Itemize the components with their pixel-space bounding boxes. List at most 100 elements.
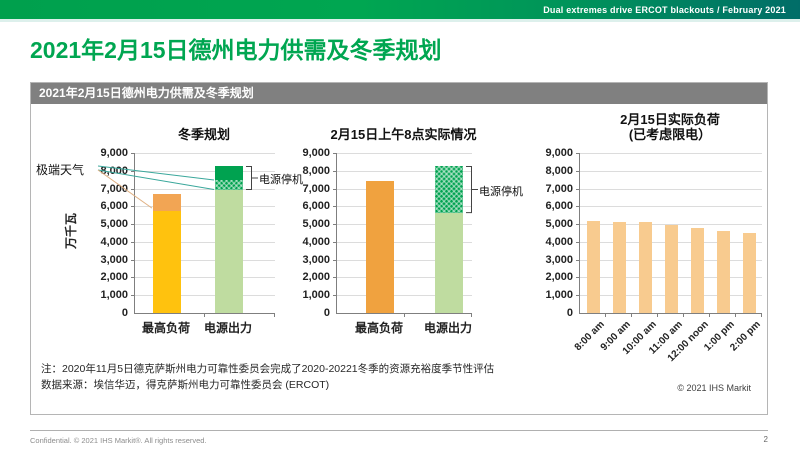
c1-y-tick xyxy=(131,170,135,172)
c1-bar-1-segment-0 xyxy=(215,190,243,313)
c3-y-tick xyxy=(576,188,580,190)
c3-x-tick xyxy=(683,313,684,317)
c1-chart-plot: 电源停机 xyxy=(131,153,303,317)
c3-y-tick-label: 8,000 xyxy=(545,164,573,177)
page-number: 2 xyxy=(763,435,768,444)
c2-x-category-label: 电源出力 xyxy=(423,321,472,335)
c3-chart-plot xyxy=(576,153,762,317)
c3-bar-3-segment-0 xyxy=(665,225,678,313)
c2-y-tick xyxy=(333,241,337,243)
c1-y-axis-label: 万千瓦 xyxy=(64,213,78,250)
c3-y-tick xyxy=(576,170,580,172)
c2-y-tick xyxy=(333,188,337,190)
c2-y-tick xyxy=(333,295,337,297)
top-banner: Dual extremes drive ERCOT blackouts / Fe… xyxy=(0,0,800,22)
c1-y-tick-label: 5,000 xyxy=(100,218,128,231)
c2-y-tick xyxy=(333,224,337,226)
c3-y-tick xyxy=(576,259,580,261)
c2-y-tick-label: 4,000 xyxy=(302,235,330,248)
c3-bar-2-segment-0 xyxy=(639,222,652,313)
c3-gridline xyxy=(580,224,762,226)
chart-panel: 2021年2月15日德州电力供需及冬季规划 注：2020年11月5日德克萨斯州电… xyxy=(30,82,768,415)
c1-gridline xyxy=(135,206,275,208)
c1-gridline xyxy=(135,277,275,279)
c1-x-category-label: 电源出力 xyxy=(203,321,252,335)
c3-y-tick-label: 1,000 xyxy=(545,289,573,302)
c1-y-tick-label: 6,000 xyxy=(100,200,128,213)
c3-x-tick xyxy=(631,313,632,317)
c1-y-tick xyxy=(131,153,135,154)
c3-gridline xyxy=(580,188,762,190)
c1-bar-1-segment-2 xyxy=(215,166,243,180)
c1-chart-title: 冬季规划 xyxy=(104,108,304,142)
c1-y-tick-label: 7,000 xyxy=(100,182,128,195)
c1-y-tick-label: 0 xyxy=(121,307,128,319)
c3-y-tick-label: 7,000 xyxy=(545,182,573,195)
c1-bar-0-segment-1 xyxy=(153,193,181,211)
c1-gridline xyxy=(135,241,275,243)
c1-x-tick xyxy=(204,313,205,317)
c1-bar-0-segment-0 xyxy=(153,210,181,313)
c1-gridline xyxy=(135,295,275,297)
c2-y-tick xyxy=(333,153,337,154)
charts-area: 注：2020年11月5日德克萨斯州电力可靠性委员会完成了2020-20221冬季… xyxy=(31,104,767,414)
c1-y-tick xyxy=(131,188,135,190)
c3-y-tick xyxy=(576,241,580,243)
c1-gridline xyxy=(135,153,275,154)
c1-y-tick xyxy=(131,295,135,297)
c2-y-tick-label: 8,000 xyxy=(302,164,330,177)
c2-gridline xyxy=(337,206,472,208)
c2-y-tick xyxy=(333,206,337,208)
c2-gridline xyxy=(337,188,472,190)
c2-gridline xyxy=(337,277,472,279)
c3-chart-title-line: (已考虑限电） xyxy=(628,127,712,142)
c3-chart-title-line: 2月15日实际负荷 xyxy=(620,112,720,127)
c3-bar-4-segment-0 xyxy=(691,227,704,313)
c3-bar-1-segment-0 xyxy=(613,222,626,313)
c2-y-tick-label: 5,000 xyxy=(302,218,330,231)
c3-gridline xyxy=(580,170,762,172)
c1-y-tick-label: 9,000 xyxy=(100,147,128,159)
footer-divider xyxy=(30,430,768,431)
c1-gridline xyxy=(135,259,275,261)
c2-gridline xyxy=(337,170,472,172)
c1-annotation-lines xyxy=(97,165,215,209)
c2-y-tick-label: 1,000 xyxy=(302,289,330,302)
footnote-line1: 注：2020年11月5日德克萨斯州电力可靠性委员会完成了2020-20221冬季… xyxy=(41,363,495,375)
footnote-line2: 数据来源：埃信华迈，得克萨斯州电力可靠性委员会 (ERCOT) xyxy=(41,378,330,391)
c2-gridline xyxy=(337,295,472,297)
c3-y-tick-label: 9,000 xyxy=(545,147,573,159)
c3-x-tick xyxy=(657,313,658,317)
c2-y-tick-label: 3,000 xyxy=(302,253,330,266)
c2-y-tick xyxy=(333,170,337,172)
c2-bracket xyxy=(466,166,478,214)
c1-x-tick xyxy=(274,313,275,317)
c3-gridline xyxy=(580,206,762,208)
c3-bar-6-segment-0 xyxy=(743,233,756,313)
c1-y-tick-label: 2,000 xyxy=(100,271,128,284)
footer-text: Confidential. © 2021 IHS Markit®. All ri… xyxy=(30,436,207,445)
c1-y-tick xyxy=(131,259,135,261)
c2-bar-1-segment-1 xyxy=(435,166,463,214)
c3-y-tick xyxy=(576,295,580,297)
c1-y-tick-label: 3,000 xyxy=(100,253,128,266)
c2-y-tick-label: 0 xyxy=(323,307,330,319)
c1-y-tick xyxy=(131,224,135,226)
c1-y-tick xyxy=(131,241,135,243)
page-title: 2021年2月15日德州电力供需及冬季规划 xyxy=(30,37,442,63)
c2-gridline xyxy=(337,224,472,226)
panel-header: 2021年2月15日德州电力供需及冬季规划 xyxy=(31,83,767,104)
chart-copyright: © 2021 IHS Markit xyxy=(677,383,751,393)
c1-y-tick-label: 1,000 xyxy=(100,289,128,302)
c3-y-tick-label: 3,000 xyxy=(545,253,573,266)
c3-bar-0-segment-0 xyxy=(587,220,600,313)
c2-gridline xyxy=(337,259,472,261)
c2-y-tick-label: 9,000 xyxy=(302,147,330,159)
c2-x-tick xyxy=(471,313,472,317)
c3-y-tick-label: 6,000 xyxy=(545,200,573,213)
c2-x-tick xyxy=(403,313,405,317)
c2-y-tick-label: 2,000 xyxy=(302,271,330,284)
c3-x-tick xyxy=(761,313,762,317)
c2-bracket-label: 电源停机 xyxy=(479,185,523,198)
c2-y-tick xyxy=(333,259,337,261)
